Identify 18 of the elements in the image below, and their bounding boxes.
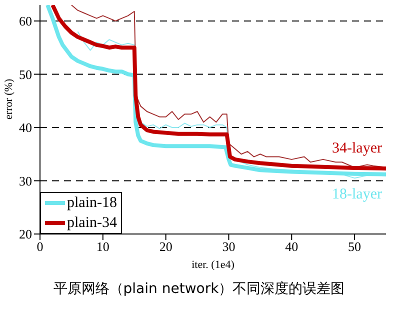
x-axis-title: iter. (1e4)	[192, 259, 235, 271]
x-tick-label: 20	[159, 239, 172, 254]
annotation: 18-layer	[332, 186, 382, 202]
x-tick-label: 40	[285, 239, 298, 254]
y-tick-label: 30	[19, 173, 32, 188]
annotation: 34-layer	[332, 140, 382, 156]
x-tick-label: 0	[36, 239, 44, 254]
y-tick-label: 20	[19, 226, 32, 242]
y-axis-title: error (%)	[2, 78, 15, 120]
y-tick-label: 60	[19, 14, 32, 29]
x-tick-label: 50	[348, 239, 362, 254]
x-tick-label: 30	[222, 239, 236, 254]
y-tick-label: 40	[19, 120, 32, 136]
y-tick-label: 50	[19, 66, 32, 82]
text: 平原网络（plain network）不同深度的误差图	[52, 280, 346, 298]
legend-label: plain-34	[67, 214, 117, 233]
legend-label: plain-18	[67, 194, 117, 213]
x-tick-label: 10	[96, 239, 110, 254]
